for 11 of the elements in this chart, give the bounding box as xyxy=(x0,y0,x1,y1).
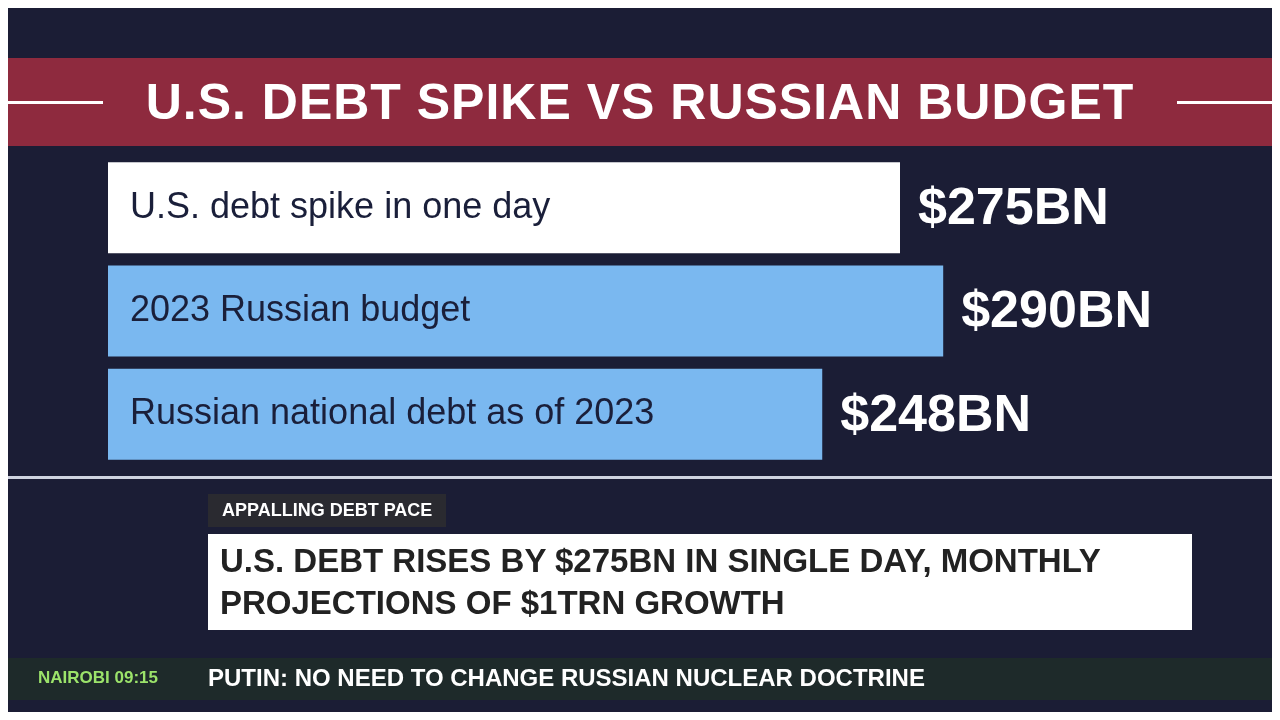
data-label: $275BN xyxy=(918,177,1109,236)
text: U.S. DEBT RISES BY $275BN IN SINGLE DAY, MONTHLY PROJECTIONS OF $1TRN GROWTH xyxy=(208,534,1192,630)
text: APPALLING DEBT PACE xyxy=(208,494,447,527)
data-label: $290BN xyxy=(961,280,1152,339)
y-tick-label: Russian national debt as of 2023 xyxy=(130,391,655,433)
y-tick-label: U.S. debt spike in one day xyxy=(130,184,551,226)
text: PUTIN: NO NEED TO CHANGE RUSSIAN NUCLEAR DOCTRINE xyxy=(208,664,925,692)
chart-title: U.S. DEBT SPIKE VS RUSSIAN BUDGET xyxy=(145,73,1135,131)
text: NAIROBI 09:15 xyxy=(38,668,158,688)
y-tick-label: 2023 Russian budget xyxy=(130,287,471,329)
data-label: $248BN xyxy=(840,383,1032,442)
